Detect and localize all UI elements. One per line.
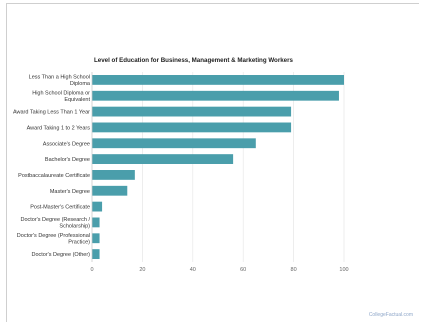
category-label-3: Award Taking Less Than 1 Year — [13, 110, 90, 116]
bar-1 — [92, 75, 344, 85]
category-label-4: Award Taking 1 to 2 Years — [27, 125, 91, 131]
category-label-1: Less Than a High School Diploma — [29, 75, 91, 88]
bar-9 — [92, 201, 103, 212]
category-label-7: Postbaccalaureate Certificate — [18, 173, 90, 179]
x-tick-label-40: 40 — [190, 267, 196, 273]
bar-5 — [92, 138, 256, 149]
bar-2 — [92, 90, 339, 101]
source-credit: CollegeFactual.com — [368, 312, 413, 318]
bar-4 — [92, 122, 292, 133]
x-tick-label-60: 60 — [240, 267, 246, 273]
bar-12 — [92, 249, 100, 259]
category-label-10: Doctor's Degree (Research / Scholarship) — [20, 217, 90, 230]
bar-6 — [92, 154, 234, 164]
x-tick-label-0: 0 — [90, 267, 93, 273]
category-label-5: Associate's Degree — [43, 141, 90, 147]
x-tick-label-20: 20 — [139, 267, 145, 273]
category-label-12: Doctor's Degree (Other) — [31, 252, 90, 258]
bar-10 — [92, 217, 100, 228]
category-label-11: Doctor's Degree (Professional Practice) — [17, 233, 90, 246]
bar-11 — [92, 233, 100, 244]
bar-7 — [92, 170, 135, 180]
category-label-9: Post-Master's Certificate — [30, 205, 90, 211]
category-label-2: High School Diploma or Equivalent — [32, 90, 90, 103]
category-label-8: Master's Degree — [50, 189, 90, 195]
category-label-6: Bachelor's Degree — [45, 157, 90, 163]
x-tick-label-80: 80 — [291, 267, 297, 273]
chart-title: Level of Education for Business, Managem… — [94, 57, 294, 64]
bar-8 — [92, 185, 128, 196]
bar-3 — [92, 106, 292, 117]
x-tick-label-100: 100 — [339, 267, 348, 273]
